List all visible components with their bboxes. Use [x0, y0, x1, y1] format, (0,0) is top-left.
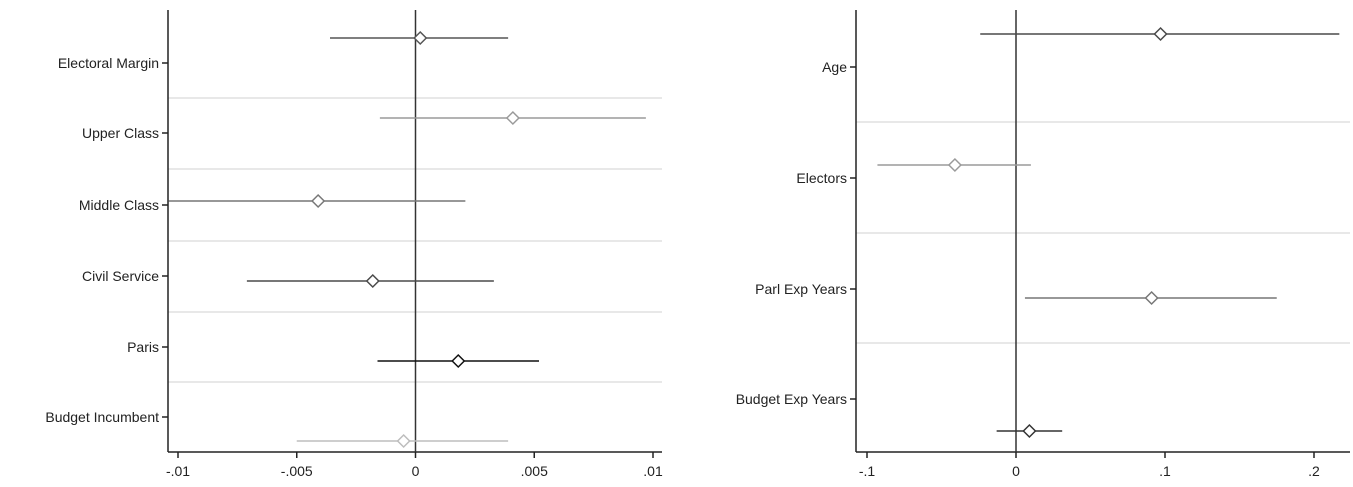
point-estimate-marker — [947, 157, 962, 173]
x-tick-label: .005 — [521, 463, 548, 479]
x-tick-label: -.005 — [281, 463, 313, 479]
point-estimate-marker — [505, 110, 520, 126]
x-tick-label: .01 — [643, 463, 663, 479]
chart-2: -.1 0 .1 .2 Age Electors Parl Exp Years Budget … — [736, 10, 1350, 479]
category-label: Electors — [796, 170, 847, 186]
x-tick-label: .2 — [1308, 463, 1320, 479]
category-label: Electoral Margin — [58, 55, 159, 71]
x-tick-label: 0 — [412, 463, 420, 479]
x-tick-label: -.1 — [859, 463, 876, 479]
category-label: Paris — [127, 339, 159, 355]
point-estimate-marker — [1153, 26, 1168, 42]
point-estimate-marker — [1022, 423, 1037, 439]
x-tick-label: 0 — [1012, 463, 1020, 479]
x-tick-label: -.01 — [166, 463, 190, 479]
category-label: Age — [822, 59, 847, 75]
point-estimate-marker — [413, 30, 428, 46]
category-label: Civil Service — [82, 268, 159, 284]
category-label: Parl Exp Years — [755, 281, 847, 297]
point-estimate-marker — [311, 193, 326, 209]
category-label: Middle Class — [79, 197, 159, 213]
point-estimate-marker — [365, 273, 380, 289]
chart-1: -.01 -.005 0 .005 .01 Electoral Margin Upper C… — [45, 10, 663, 479]
category-label: Budget Exp Years — [736, 391, 847, 407]
point-estimate-marker — [451, 353, 466, 369]
point-estimate-marker — [1144, 290, 1159, 306]
category-label: Upper Class — [82, 125, 159, 141]
point-estimate-marker — [396, 433, 411, 449]
category-label: Budget Incumbent — [45, 409, 159, 425]
x-tick-label: .1 — [1159, 463, 1171, 479]
